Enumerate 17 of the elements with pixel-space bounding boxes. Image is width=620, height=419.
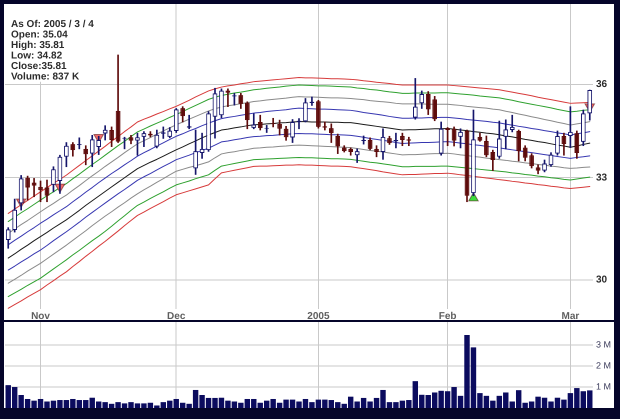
annotation: High: 35.81 [11, 40, 65, 51]
x-tick-label: Dec [167, 310, 186, 322]
annotation: Close:35.81 [11, 60, 68, 72]
x-tick-label: Mar [561, 310, 580, 322]
y-tick-label: 2 M [596, 360, 612, 371]
annotation: Volume: 837 K [11, 71, 80, 82]
x-tick-label: Feb [438, 310, 457, 322]
annotation: Open: 35.04 [11, 30, 68, 40]
x-tick-label: 2005 [307, 310, 330, 322]
y-tick-label: 30 [596, 274, 608, 286]
x-tick-label: Nov [31, 310, 50, 322]
y-tick-label: 1 M [596, 382, 612, 392]
annotation: As Of: 2005 / 3 / 4 [11, 19, 94, 30]
y-tick-label: 36 [596, 79, 608, 90]
annotation: Low: 34.82 [11, 50, 63, 62]
y-tick-label: 33 [596, 172, 608, 184]
y-tick-label: 3 M [596, 340, 612, 350]
